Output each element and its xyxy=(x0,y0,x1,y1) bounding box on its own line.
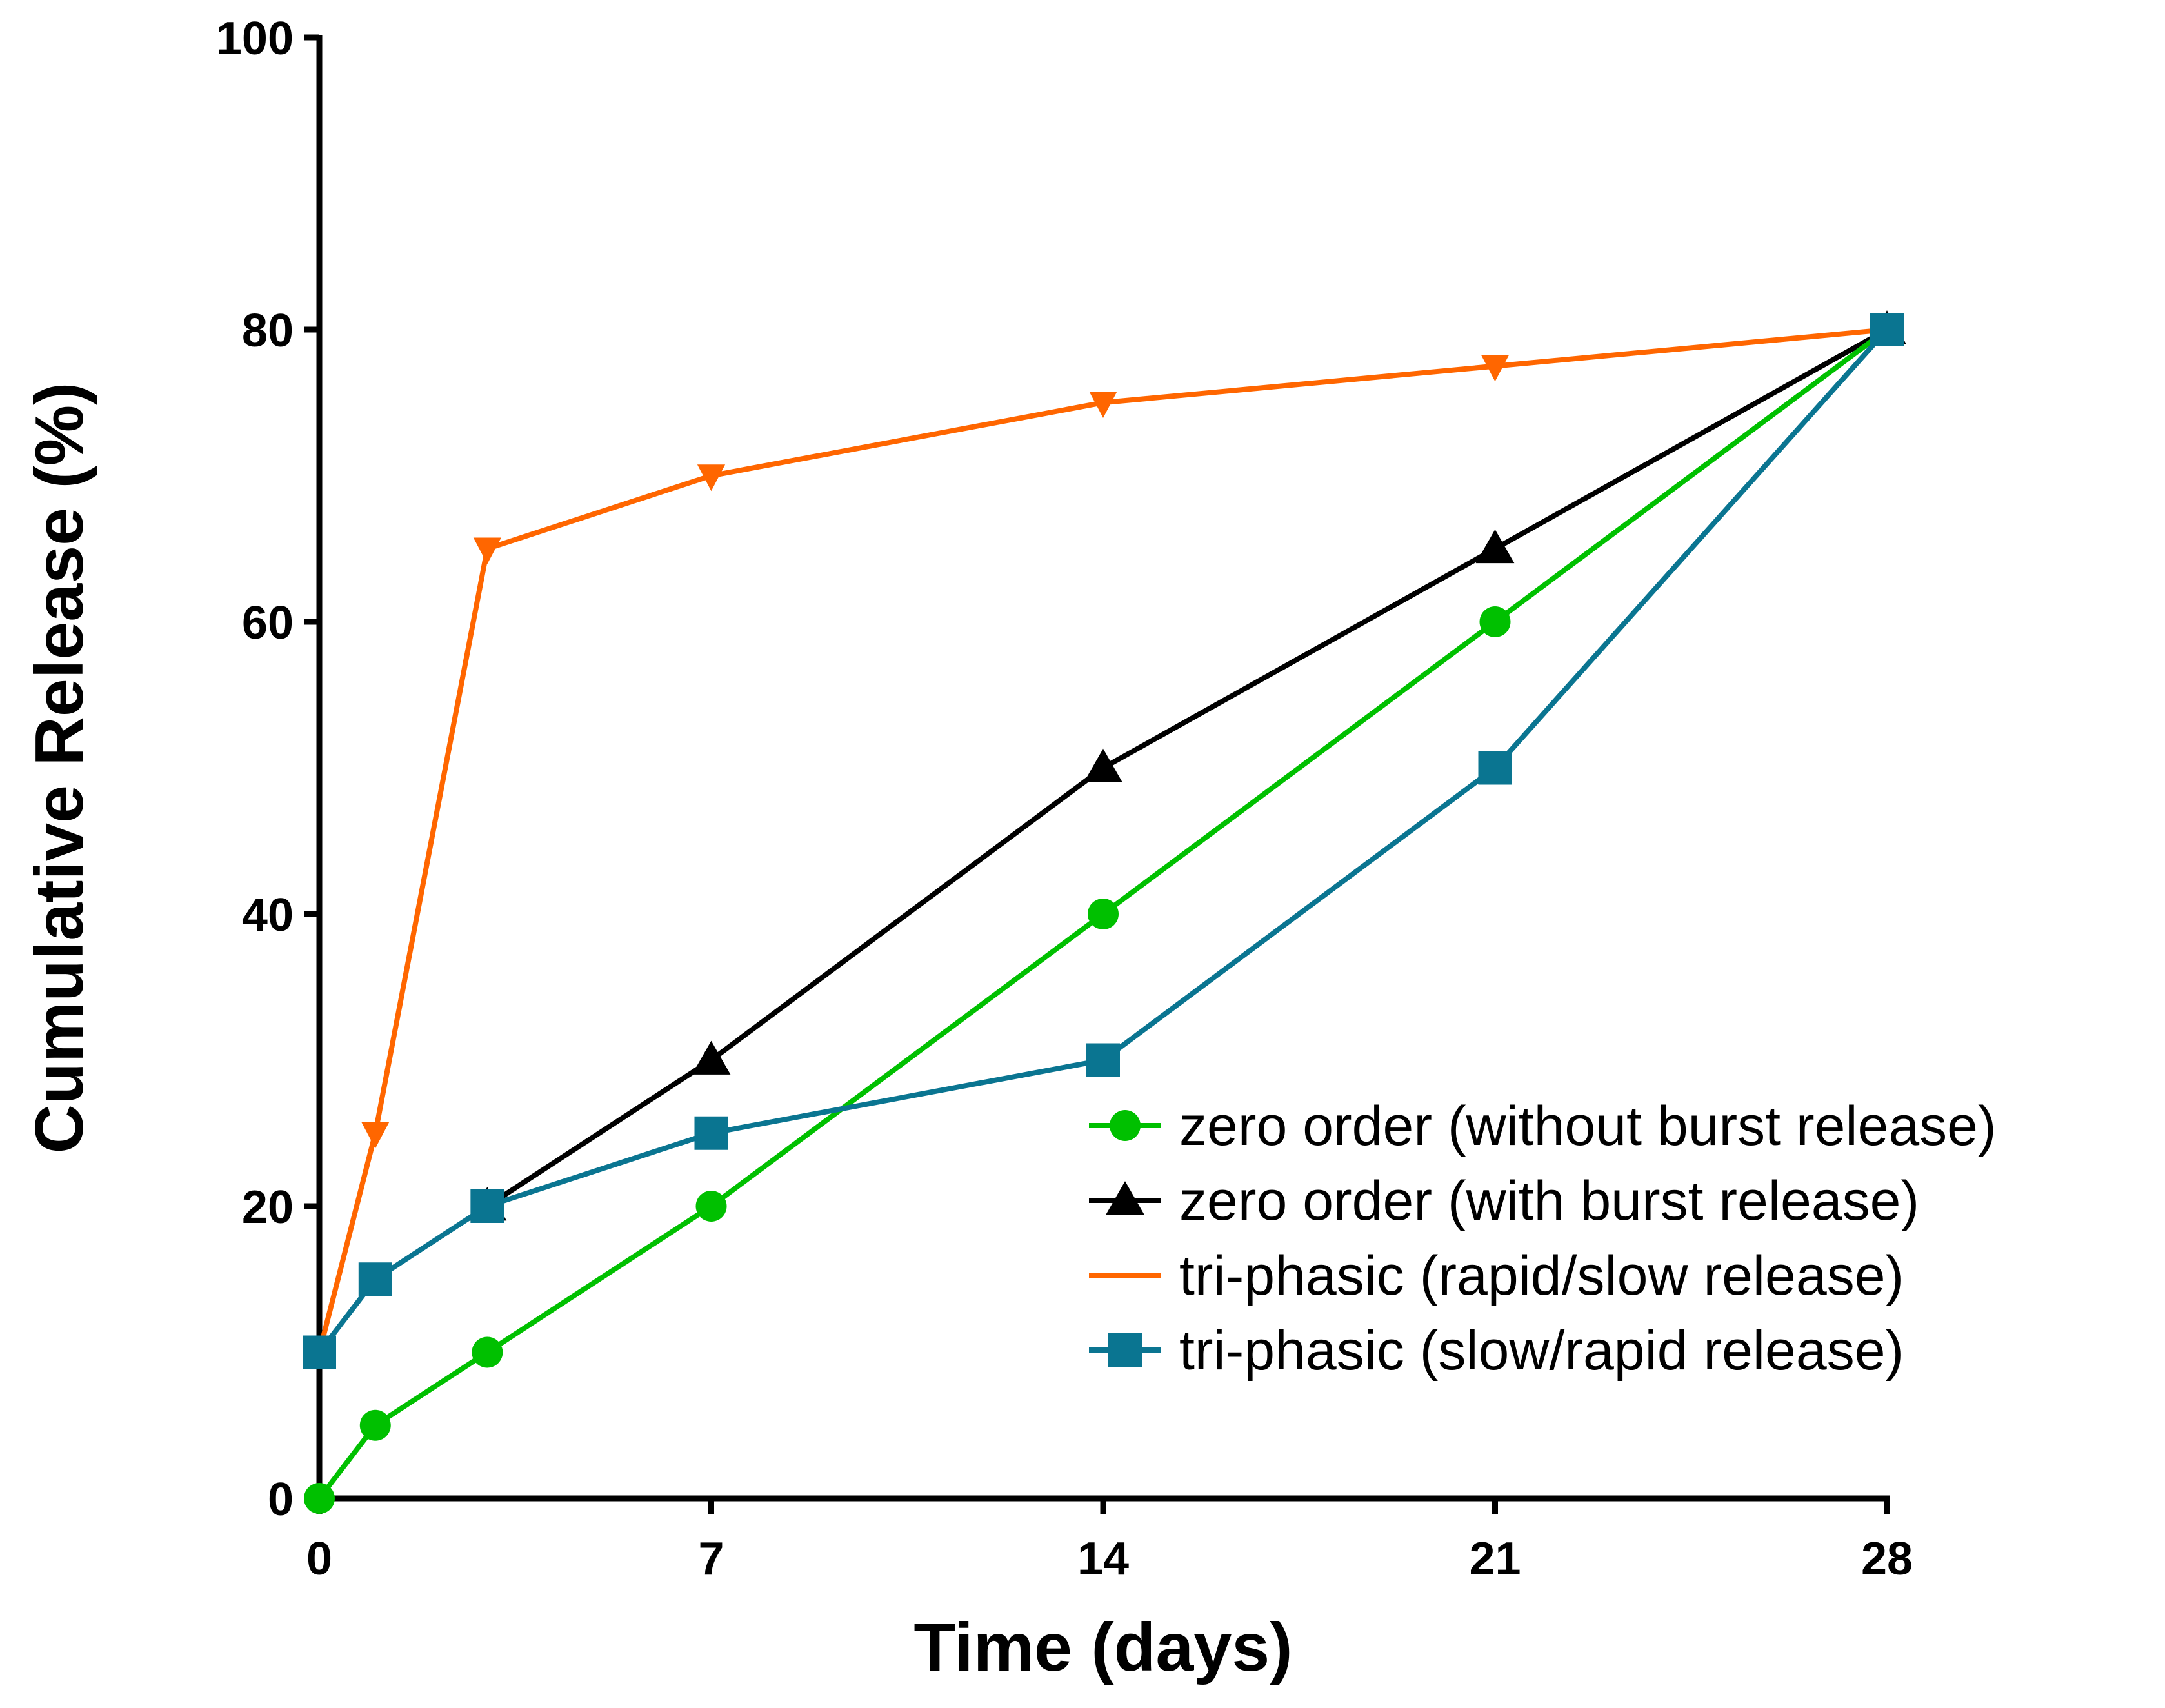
data-point xyxy=(472,1336,503,1368)
y-tick-label: 80 xyxy=(242,305,294,357)
data-point xyxy=(361,1122,390,1149)
data-point xyxy=(1481,355,1510,382)
legend-marker xyxy=(1110,1110,1141,1141)
data-point xyxy=(1084,748,1122,782)
y-tick-label: 0 xyxy=(268,1474,294,1525)
y-tick-label: 40 xyxy=(242,889,294,941)
series-line xyxy=(486,327,1888,1209)
data-point xyxy=(358,1262,392,1296)
legend-label: tri-phasic (rapid/slow release) xyxy=(1179,1245,1904,1307)
legend-item: tri-phasic (slow/rapid release) xyxy=(1089,1320,1904,1382)
data-point xyxy=(1475,529,1515,564)
data-point xyxy=(695,1191,727,1222)
data-point xyxy=(1086,1043,1120,1077)
x-tick-label: 14 xyxy=(1077,1533,1129,1585)
legend-item: zero order (without burst release) xyxy=(1089,1095,1997,1157)
legend-item: zero order (with burst release) xyxy=(1089,1170,1919,1232)
data-point xyxy=(304,1483,335,1514)
data-point xyxy=(697,464,726,492)
data-point xyxy=(1089,391,1117,419)
x-tick-label: 7 xyxy=(698,1533,724,1585)
legend-label: zero order (without burst release) xyxy=(1179,1095,1997,1157)
data-point xyxy=(303,1335,336,1369)
legend: zero order (without burst release) zero o… xyxy=(1089,1095,1997,1382)
x-tick-label: 0 xyxy=(306,1533,332,1585)
legend-item: tri-phasic (rapid/slow release) xyxy=(1089,1245,1904,1307)
series-layer xyxy=(303,310,1906,1514)
y-tick-label: 20 xyxy=(242,1182,294,1233)
legend-label: zero order (with burst release) xyxy=(1179,1170,1919,1232)
series-3 xyxy=(303,313,1904,1369)
y-axis-title: Cumulative Release (%) xyxy=(21,382,97,1154)
axes: 0 20 40 60 80 100 0 7 14 21 28 xyxy=(216,13,1913,1585)
x-tick-label: 21 xyxy=(1469,1533,1521,1585)
data-point xyxy=(1478,751,1512,785)
x-axis-title: Time (days) xyxy=(913,1609,1292,1685)
y-tick-label: 100 xyxy=(216,13,294,65)
legend-marker xyxy=(1108,1333,1142,1367)
data-point xyxy=(359,1409,391,1441)
data-point xyxy=(1088,899,1119,929)
data-point xyxy=(470,1189,504,1223)
data-point xyxy=(694,1116,728,1150)
y-tick-label: 60 xyxy=(242,597,294,649)
data-point xyxy=(1479,606,1511,637)
series-1 xyxy=(468,310,1906,1221)
legend-label: tri-phasic (slow/rapid release) xyxy=(1179,1320,1904,1382)
data-point xyxy=(473,537,501,564)
x-tick-label: 28 xyxy=(1861,1533,1913,1585)
legend-marker xyxy=(1106,1181,1144,1215)
data-point xyxy=(692,1040,731,1075)
data-point xyxy=(1870,313,1904,346)
